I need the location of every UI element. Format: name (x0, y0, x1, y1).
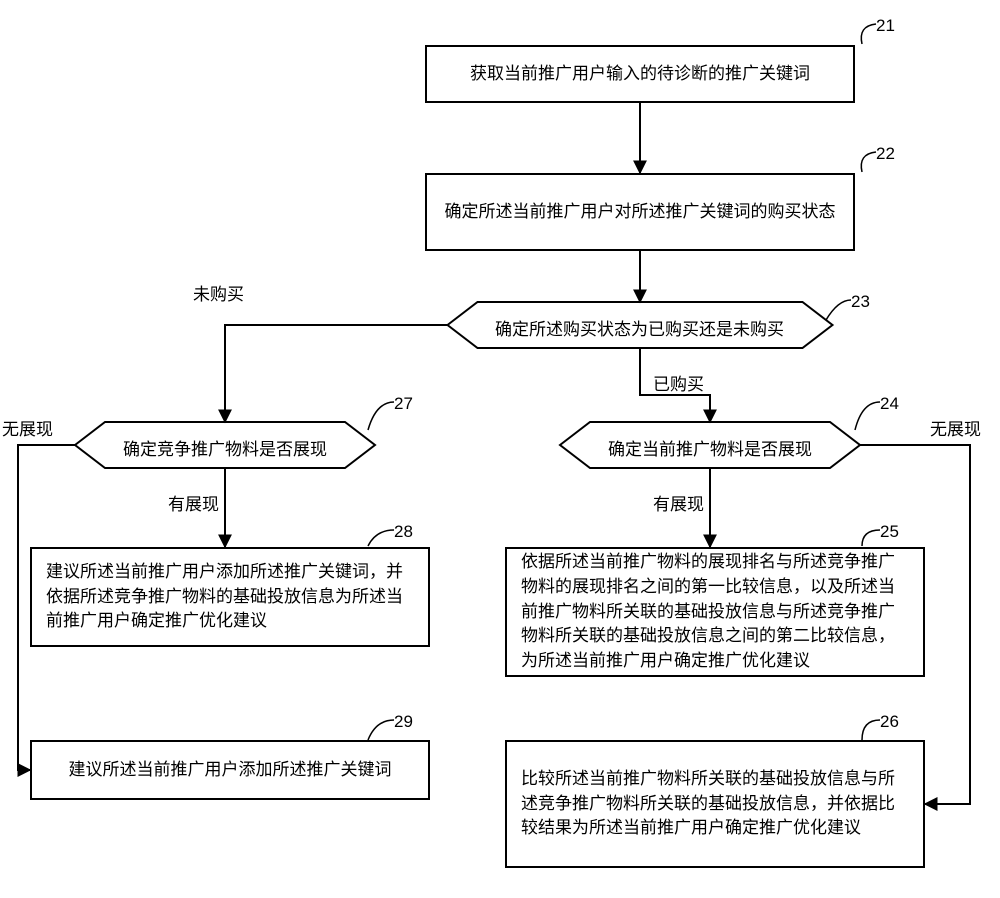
node-29-text: 建议所述当前推广用户添加所述推广关键词 (69, 758, 392, 783)
node-28: 建议所述当前推广用户添加所述推广关键词，并依据所述竞争推广物料的基础投放信息为所… (30, 547, 430, 647)
ref-21: 21 (876, 16, 895, 36)
node-25-text: 依据所述当前推广物料的展现排名与所述竞争推广物料的展现排名之间的第一比较信息，以… (521, 550, 909, 673)
node-22: 确定所述当前推广用户对所述推广关键词的购买状态 (425, 173, 855, 251)
node-22-text: 确定所述当前推广用户对所述推广关键词的购买状态 (445, 200, 836, 225)
ref-28: 28 (394, 522, 413, 542)
ref-23: 23 (851, 292, 870, 312)
label-not-purchased: 未购买 (193, 280, 244, 305)
node-23-text: 确定所述购买状态为已购买还是未购买 (447, 315, 832, 340)
label-27-shown: 有展现 (168, 490, 219, 515)
label-27-not-shown: 无展现 (2, 415, 53, 440)
node-25: 依据所述当前推广物料的展现排名与所述竞争推广物料的展现排名之间的第一比较信息，以… (505, 547, 925, 677)
ref-27: 27 (394, 394, 413, 414)
label-24-shown: 有展现 (653, 490, 704, 515)
ref-29: 29 (394, 712, 413, 732)
ref-22: 22 (876, 144, 895, 164)
label-24-not-shown: 无展现 (930, 415, 981, 440)
ref-25: 25 (880, 522, 899, 542)
node-26: 比较所述当前推广物料所关联的基础投放信息与所述竞争推广物料所关联的基础投放信息，… (505, 740, 925, 868)
node-26-text: 比较所述当前推广物料所关联的基础投放信息与所述竞争推广物料所关联的基础投放信息，… (521, 767, 909, 841)
node-21-text: 获取当前推广用户输入的待诊断的推广关键词 (470, 62, 810, 87)
node-21: 获取当前推广用户输入的待诊断的推广关键词 (425, 45, 855, 103)
node-28-text: 建议所述当前推广用户添加所述推广关键词，并依据所述竞争推广物料的基础投放信息为所… (46, 560, 414, 634)
ref-26: 26 (880, 712, 899, 732)
node-24-text: 确定当前推广物料是否展现 (560, 435, 860, 460)
ref-24: 24 (880, 394, 899, 414)
node-27-text: 确定竞争推广物料是否展现 (75, 435, 375, 460)
node-29: 建议所述当前推广用户添加所述推广关键词 (30, 740, 430, 800)
label-purchased: 已购买 (653, 370, 704, 395)
